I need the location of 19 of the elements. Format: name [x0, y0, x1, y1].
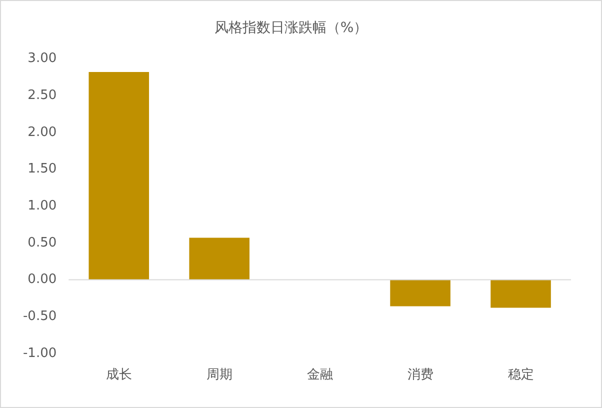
x-tick-label: 稳定 — [508, 368, 534, 383]
y-tick-label: 3.00 — [28, 51, 57, 66]
y-tick-label: 2.50 — [28, 88, 57, 103]
y-tick-label: 0.50 — [28, 235, 57, 250]
bar — [490, 280, 551, 308]
y-tick-label: 1.50 — [28, 162, 57, 177]
x-tick-label: 金融 — [306, 368, 333, 383]
y-tick-label: 2.00 — [28, 124, 57, 140]
x-tick-label: 周期 — [206, 368, 232, 383]
bar — [189, 238, 250, 280]
bar — [390, 280, 450, 306]
chart-title: 风格指数日涨跌幅（%） — [214, 20, 368, 36]
y-tick-label: -0.50 — [22, 308, 57, 324]
x-tick-label: 消费 — [407, 368, 434, 383]
y-tick-label: 1.00 — [28, 198, 57, 214]
y-tick-label: -1.00 — [22, 346, 57, 361]
y-tick-label: 0.00 — [28, 272, 57, 288]
bar — [88, 72, 150, 280]
x-tick-label: 成长 — [106, 368, 132, 383]
